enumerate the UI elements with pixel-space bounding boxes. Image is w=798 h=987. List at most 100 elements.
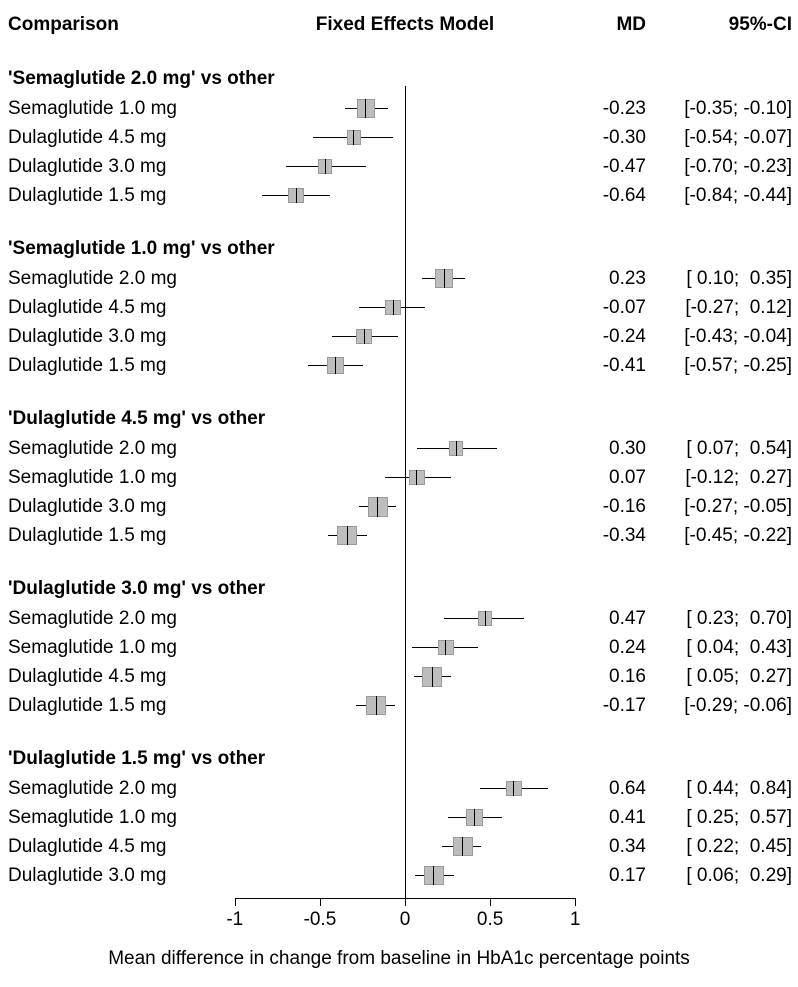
header-comparison: Comparison — [8, 14, 119, 35]
md-value: 0.23 — [609, 267, 646, 289]
ci-value: [-0.35; -0.10] — [684, 97, 792, 119]
md-value: -0.41 — [602, 354, 646, 376]
row-label: Dulaglutide 3.0 mg — [8, 495, 167, 517]
forest-row: Dulaglutide 3.0 mg -0.16 [-0.27; -0.05] — [0, 492, 798, 521]
md-value: 0.34 — [609, 835, 646, 857]
row-label: Dulaglutide 1.5 mg — [8, 524, 167, 546]
x-axis-tick-label: 1 — [569, 909, 581, 930]
rows-container: 'Semaglutide 2.0 mg' vs other Semaglutide… — [0, 64, 798, 890]
md-value: 0.07 — [609, 466, 646, 488]
point-estimate-tick — [431, 666, 433, 687]
row-plot — [228, 322, 582, 351]
point-estimate-tick — [445, 639, 447, 656]
row-plot — [228, 351, 582, 380]
row-plot — [228, 463, 582, 492]
ci-value: [-0.45; -0.22] — [684, 524, 792, 546]
forest-row: Semaglutide 2.0 mg 0.64 [ 0.44; 0.84] — [0, 774, 798, 803]
point-estimate-tick — [375, 695, 377, 716]
row-label: Semaglutide 1.0 mg — [8, 97, 177, 119]
row-label: Dulaglutide 3.0 mg — [8, 325, 167, 347]
point-estimate-tick — [365, 99, 367, 118]
row-label: Semaglutide 1.0 mg — [8, 636, 177, 658]
row-plot — [228, 123, 582, 152]
zero-reference-line — [405, 86, 406, 899]
row-plot — [228, 293, 582, 322]
forest-row: Semaglutide 2.0 mg 0.23 [ 0.10; 0.35] — [0, 264, 798, 293]
forest-row: Dulaglutide 4.5 mg 0.16 [ 0.05; 0.27] — [0, 662, 798, 691]
forest-row: Dulaglutide 3.0 mg -0.47 [-0.70; -0.23] — [0, 152, 798, 181]
row-plot — [228, 94, 582, 123]
forest-row: Semaglutide 2.0 mg 0.30 [ 0.07; 0.54] — [0, 434, 798, 463]
x-axis: -1 -0.5 0 0.5 1 — [0, 898, 798, 944]
point-estimate-tick — [346, 525, 348, 546]
row-label: Semaglutide 2.0 mg — [8, 267, 177, 289]
point-estimate-tick — [363, 328, 365, 345]
point-estimate-tick — [462, 836, 464, 857]
md-value: -0.47 — [602, 155, 646, 177]
md-value: 0.24 — [609, 636, 646, 658]
forest-row: Dulaglutide 4.5 mg -0.30 [-0.54; -0.07] — [0, 123, 798, 152]
ci-value: [-0.57; -0.25] — [684, 354, 792, 376]
ci-value: [ 0.23; 0.70] — [686, 607, 792, 629]
row-plot — [228, 264, 582, 293]
header-md: MD — [616, 14, 646, 35]
md-value: -0.30 — [602, 126, 646, 148]
ci-value: [-0.27; -0.05] — [684, 495, 792, 517]
point-estimate-tick — [455, 441, 457, 456]
x-axis-tick-label: 0.5 — [476, 909, 504, 930]
row-plot — [228, 434, 582, 463]
forest-row: Dulaglutide 1.5 mg -0.41 [-0.57; -0.25] — [0, 351, 798, 380]
ci-value: [-0.84; -0.44] — [684, 184, 792, 206]
row-plot — [228, 861, 582, 890]
ci-value: [ 0.22; 0.45] — [686, 835, 792, 857]
ci-value: [ 0.06; 0.29] — [686, 864, 792, 886]
point-estimate-tick — [443, 269, 445, 288]
point-estimate-tick — [353, 130, 355, 145]
forest-row: Dulaglutide 3.0 mg 0.17 [ 0.06; 0.29] — [0, 861, 798, 890]
ci-value: [ 0.04; 0.43] — [686, 636, 792, 658]
row-label: Dulaglutide 3.0 mg — [8, 155, 167, 177]
point-estimate-tick — [416, 469, 418, 486]
md-value: -0.34 — [602, 524, 646, 546]
md-value: -0.64 — [602, 184, 646, 206]
ci-value: [-0.12; 0.27] — [685, 466, 792, 488]
row-label: Dulaglutide 1.5 mg — [8, 694, 167, 716]
md-value: 0.17 — [609, 864, 646, 886]
row-label: Semaglutide 2.0 mg — [8, 777, 177, 799]
x-axis-tick — [234, 898, 236, 906]
forest-row: Dulaglutide 1.5 mg -0.64 [-0.84; -0.44] — [0, 181, 798, 210]
md-value: -0.07 — [602, 296, 646, 318]
row-plot — [228, 604, 582, 633]
chart-body: 'Semaglutide 2.0 mg' vs other Semaglutide… — [0, 64, 798, 944]
row-plot — [228, 774, 582, 803]
point-estimate-tick — [513, 780, 515, 797]
ci-value: [ 0.07; 0.54] — [686, 437, 792, 459]
row-plot — [228, 832, 582, 861]
md-value: 0.30 — [609, 437, 646, 459]
point-estimate-tick — [334, 357, 336, 374]
row-plot — [228, 803, 582, 832]
x-axis-tick — [319, 898, 321, 906]
point-estimate-tick — [433, 865, 435, 886]
point-estimate-tick — [474, 809, 476, 826]
x-axis-tick-label: -0.5 — [303, 909, 337, 930]
row-plot — [228, 492, 582, 521]
header-ci: 95%-CI — [728, 14, 792, 35]
md-value: 0.64 — [609, 777, 646, 799]
md-value: -0.23 — [602, 97, 646, 119]
ci-value: [ 0.10; 0.35] — [686, 267, 792, 289]
forest-row: Semaglutide 1.0 mg 0.41 [ 0.25; 0.57] — [0, 803, 798, 832]
forest-row: Dulaglutide 4.5 mg 0.34 [ 0.22; 0.45] — [0, 832, 798, 861]
md-value: -0.16 — [602, 495, 646, 517]
point-estimate-tick — [392, 299, 394, 316]
md-value: 0.41 — [609, 806, 646, 828]
row-plot — [228, 181, 582, 210]
ci-value: [-0.27; 0.12] — [685, 296, 792, 318]
header-model: Fixed Effects Model — [315, 14, 495, 35]
md-value: 0.47 — [609, 607, 646, 629]
x-axis-tick — [405, 898, 406, 906]
row-plot — [228, 633, 582, 662]
forest-row: Semaglutide 1.0 mg -0.23 [-0.35; -0.10] — [0, 94, 798, 123]
row-label: Semaglutide 2.0 mg — [8, 437, 177, 459]
